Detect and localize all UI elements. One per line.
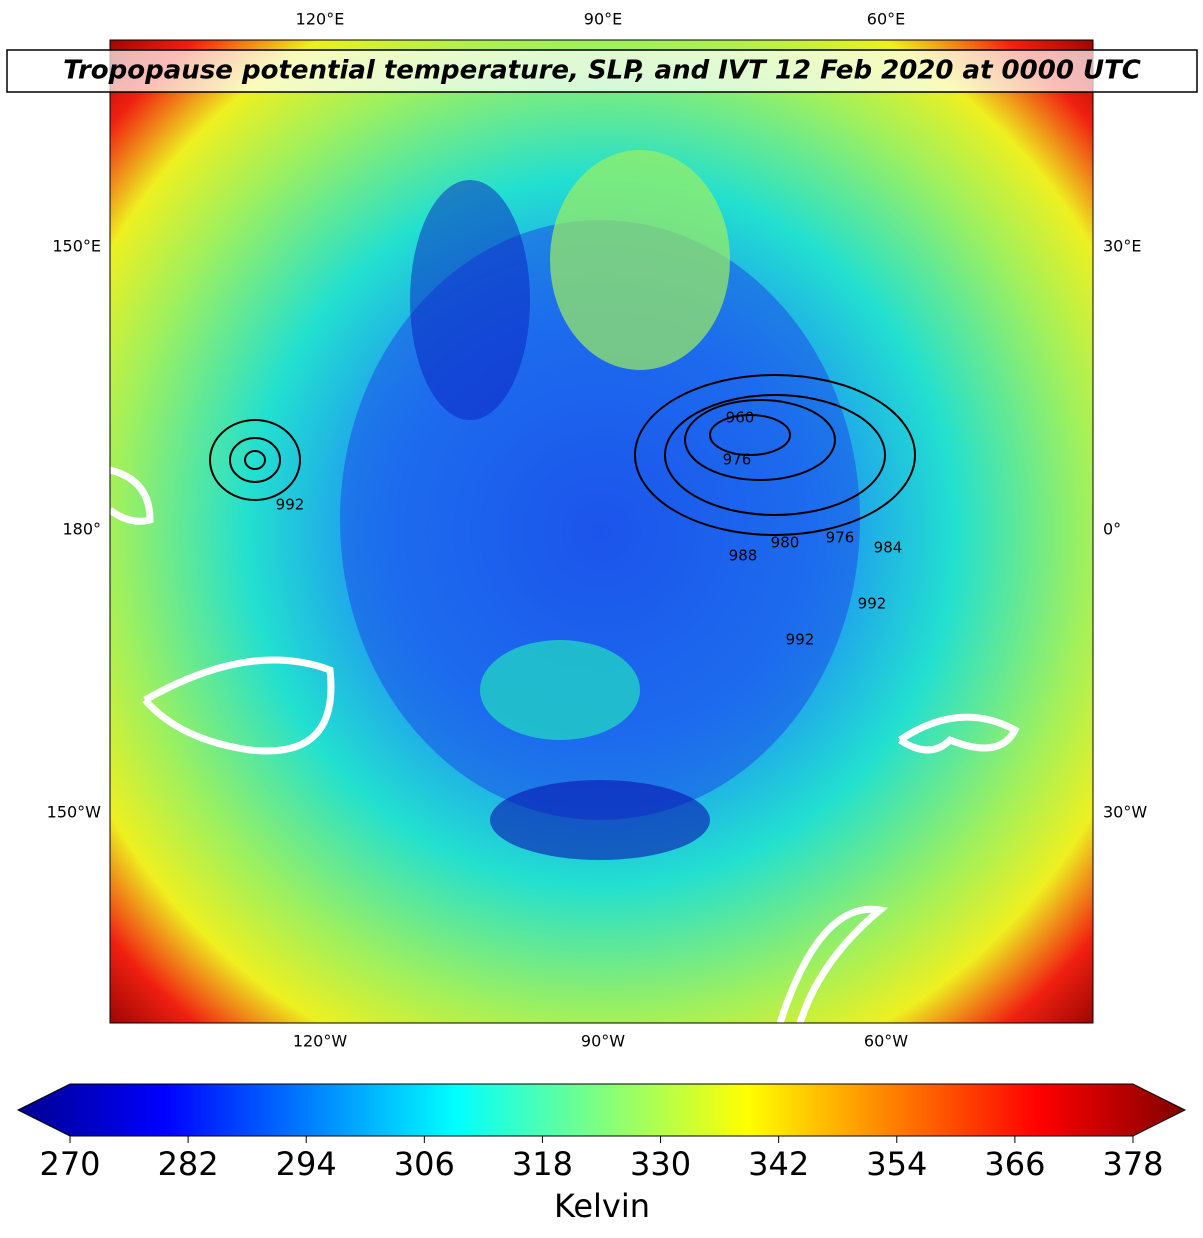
- contour-label: 960: [726, 409, 755, 427]
- contour-label: 992: [858, 595, 887, 613]
- lon-label: 0°: [1103, 520, 1121, 539]
- colorbar-tick-label: 270: [39, 1145, 100, 1183]
- colorbar-tick-label: 318: [512, 1145, 573, 1183]
- lon-label: 90°W: [581, 1032, 625, 1051]
- lon-label: 150°W: [47, 803, 102, 822]
- colorbar-tick-label: 330: [630, 1145, 691, 1183]
- lon-label: 60°W: [864, 1032, 908, 1051]
- colorbar-tick-label: 354: [866, 1145, 927, 1183]
- title-box: [6, 49, 1198, 93]
- contour-label: 984: [874, 539, 903, 557]
- contour-label: 976: [826, 529, 855, 547]
- lon-label: 180°: [62, 520, 101, 539]
- lon-label: 90°E: [584, 10, 622, 29]
- colorbar-tick-label: 366: [984, 1145, 1045, 1183]
- contour-label: 980: [771, 534, 800, 552]
- contour-label: 976: [723, 451, 752, 469]
- contour-label: 992: [786, 631, 815, 649]
- lon-label: 30°E: [1103, 237, 1141, 256]
- colorbar: [16, 1083, 1187, 1137]
- lon-label: 120°W: [293, 1032, 348, 1051]
- lon-label: 30°W: [1103, 803, 1147, 822]
- colorbar-tick-label: 378: [1102, 1145, 1163, 1183]
- colorbar-tick-label: 294: [276, 1145, 337, 1183]
- colorbar-tick-label: 342: [748, 1145, 809, 1183]
- map-frame: [109, 39, 1094, 1024]
- lon-label: 150°E: [52, 237, 101, 256]
- map-field: [110, 40, 1093, 1023]
- contour-label: 988: [729, 547, 758, 565]
- colorbar-tick-label: 282: [158, 1145, 219, 1183]
- title: Tropopause potential temperature, SLP, a…: [63, 56, 1141, 86]
- lon-label: 60°E: [867, 10, 905, 29]
- lon-label: 120°E: [296, 10, 345, 29]
- colorbar-label: Kelvin: [554, 1187, 650, 1225]
- colorbar-tick-label: 306: [394, 1145, 455, 1183]
- contour-label: 992: [276, 496, 305, 514]
